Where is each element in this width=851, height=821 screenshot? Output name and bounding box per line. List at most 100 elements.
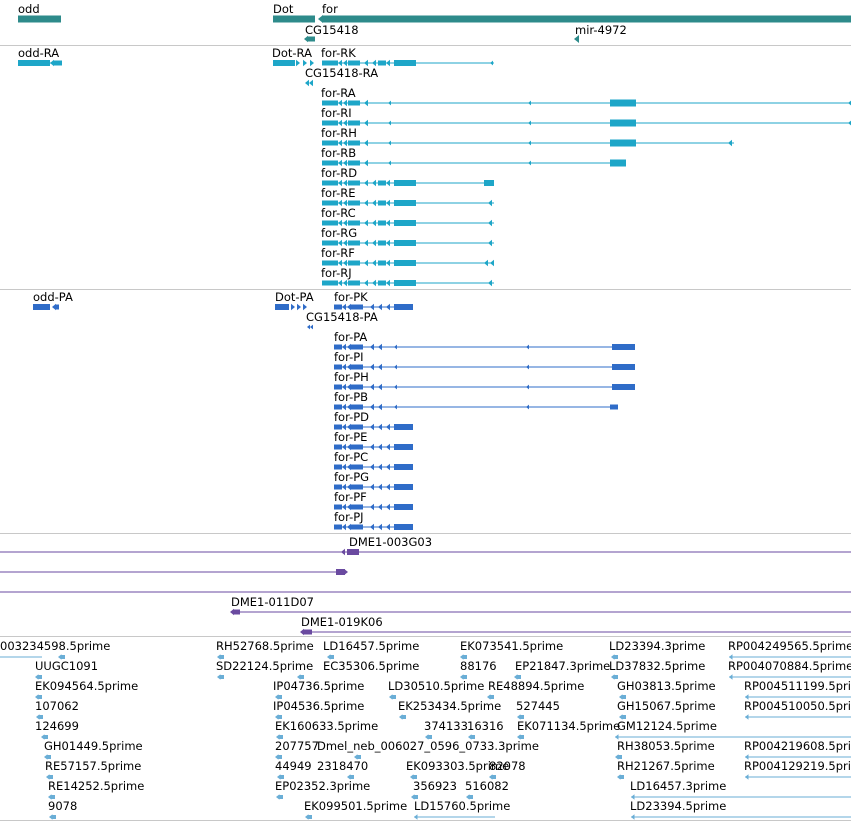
transcript-exon[interactable] [394,220,416,226]
transcript-label[interactable]: for-RI [321,106,352,120]
transcript-exon[interactable] [378,280,386,286]
est-feature[interactable] [300,675,304,679]
protein-exon[interactable] [334,404,342,410]
transcript-exon[interactable] [394,260,416,266]
est-feature[interactable] [614,655,618,659]
transcript-label[interactable]: for-RC [321,206,356,220]
est-label[interactable]: LD37832.5prime [609,659,706,673]
transcript-exon[interactable] [348,260,360,266]
protein-exon[interactable] [612,384,635,390]
est-label[interactable]: EP21847.3prime [515,659,611,673]
est-label[interactable]: EC35306.5prime [323,659,420,673]
transcript-exon[interactable] [322,60,338,66]
est-feature[interactable] [463,675,467,679]
protein-exon[interactable] [334,504,342,510]
est-label[interactable]: IP04736.5prime [273,679,365,693]
gene-feature-odd[interactable] [18,15,61,23]
protein-exon[interactable] [351,304,363,310]
est-label[interactable]: EK099501.5prime [304,799,408,813]
est-label[interactable]: GH15067.5prime [617,699,716,713]
protein-exon[interactable] [351,444,363,450]
transcript-label[interactable]: for-RE [321,186,356,200]
protein-exon[interactable] [394,444,413,450]
protein-label[interactable]: for-PA [334,330,368,344]
est-label[interactable]: LD16457.3prime [630,779,727,793]
est-label[interactable]: RP004070884.5prime [728,659,851,673]
est-label[interactable]: EP02352.3prime [275,779,371,793]
transcript-label[interactable]: for-RJ [321,266,352,280]
transcript-exon[interactable] [484,180,494,186]
transcript-exon[interactable] [348,160,360,166]
transcript-exon[interactable] [378,260,386,266]
transcript-exon[interactable] [54,60,62,66]
transcript-exon[interactable] [378,240,386,246]
protein-label-cg15418-pa[interactable]: CG15418-PA [306,310,378,324]
transcript-exon[interactable] [348,220,360,226]
transcript-exon[interactable] [322,260,338,266]
est-label[interactable]: RP004249565.5prime [728,639,851,653]
transcript-exon[interactable] [348,200,360,206]
gene-label-for[interactable]: for [322,2,338,16]
clone-end[interactable] [336,569,345,575]
est-feature[interactable] [492,775,496,779]
transcript-label-cg15418-ra[interactable]: CG15418-RA [305,66,379,80]
est-label[interactable]: 124699 [35,719,79,733]
gene-feature-cg15418[interactable] [307,36,315,42]
est-feature[interactable] [38,695,42,699]
est-label[interactable]: Dmel_neb_006027_0596_0733.3prime [317,739,539,753]
protein-exon[interactable] [394,464,413,470]
est-feature[interactable] [39,715,43,719]
est-label[interactable]: 003234598.5prime [0,639,111,653]
protein-exon[interactable] [334,384,342,390]
est-feature[interactable] [469,795,473,799]
est-label[interactable]: 88176 [460,659,497,673]
est-feature[interactable] [38,675,42,679]
est-label[interactable]: RP004510050.5prime [744,699,851,713]
transcript-exon[interactable] [273,60,295,66]
est-label[interactable]: LD15760.5prime [414,799,511,813]
transcript-exon[interactable] [378,220,386,226]
est-feature[interactable] [47,755,51,759]
protein-exon[interactable] [351,384,363,390]
protein-label[interactable]: for-PJ [334,510,364,524]
est-feature[interactable] [220,675,224,679]
protein-label[interactable]: for-PC [334,450,369,464]
transcript-exon[interactable] [394,280,416,286]
protein-label[interactable]: for-PD [334,410,370,424]
protein-exon[interactable] [275,304,289,310]
est-feature[interactable] [614,675,618,679]
est-feature[interactable] [61,655,65,659]
gene-feature-for[interactable] [322,15,851,23]
est-feature[interactable] [463,655,467,659]
est-label[interactable]: RH38053.5prime [617,739,715,753]
est-label[interactable]: 516082 [465,779,509,793]
est-feature[interactable] [44,735,48,739]
est-feature[interactable] [308,815,312,819]
transcript-exon[interactable] [394,240,416,246]
protein-exon[interactable] [334,484,342,490]
transcript-label[interactable]: for-RH [321,126,357,140]
protein-label-dot-pa[interactable]: Dot-PA [275,290,314,304]
transcript-label[interactable]: for-RD [321,166,358,180]
est-feature[interactable] [471,735,475,739]
protein-exon[interactable] [351,424,363,430]
est-feature[interactable] [330,655,334,659]
est-feature[interactable] [220,655,224,659]
clone-end[interactable] [234,609,240,615]
transcript-label-for-rk[interactable]: for-RK [321,46,356,60]
est-feature[interactable] [618,755,622,759]
protein-exon[interactable] [55,304,59,310]
est-feature[interactable] [402,715,406,719]
transcript-exon[interactable] [322,140,338,146]
protein-exon[interactable] [394,304,413,310]
transcript-exon[interactable] [348,240,360,246]
est-feature[interactable] [517,675,521,679]
est-feature[interactable] [414,795,418,799]
gene-label-odd[interactable]: odd [18,2,40,16]
transcript-exon[interactable] [378,200,386,206]
protein-exon[interactable] [334,424,342,430]
est-label[interactable]: 16316 [467,719,504,733]
transcript-exon[interactable] [322,120,338,126]
est-label[interactable]: LD23394.5prime [630,799,727,813]
est-feature[interactable] [279,735,283,739]
